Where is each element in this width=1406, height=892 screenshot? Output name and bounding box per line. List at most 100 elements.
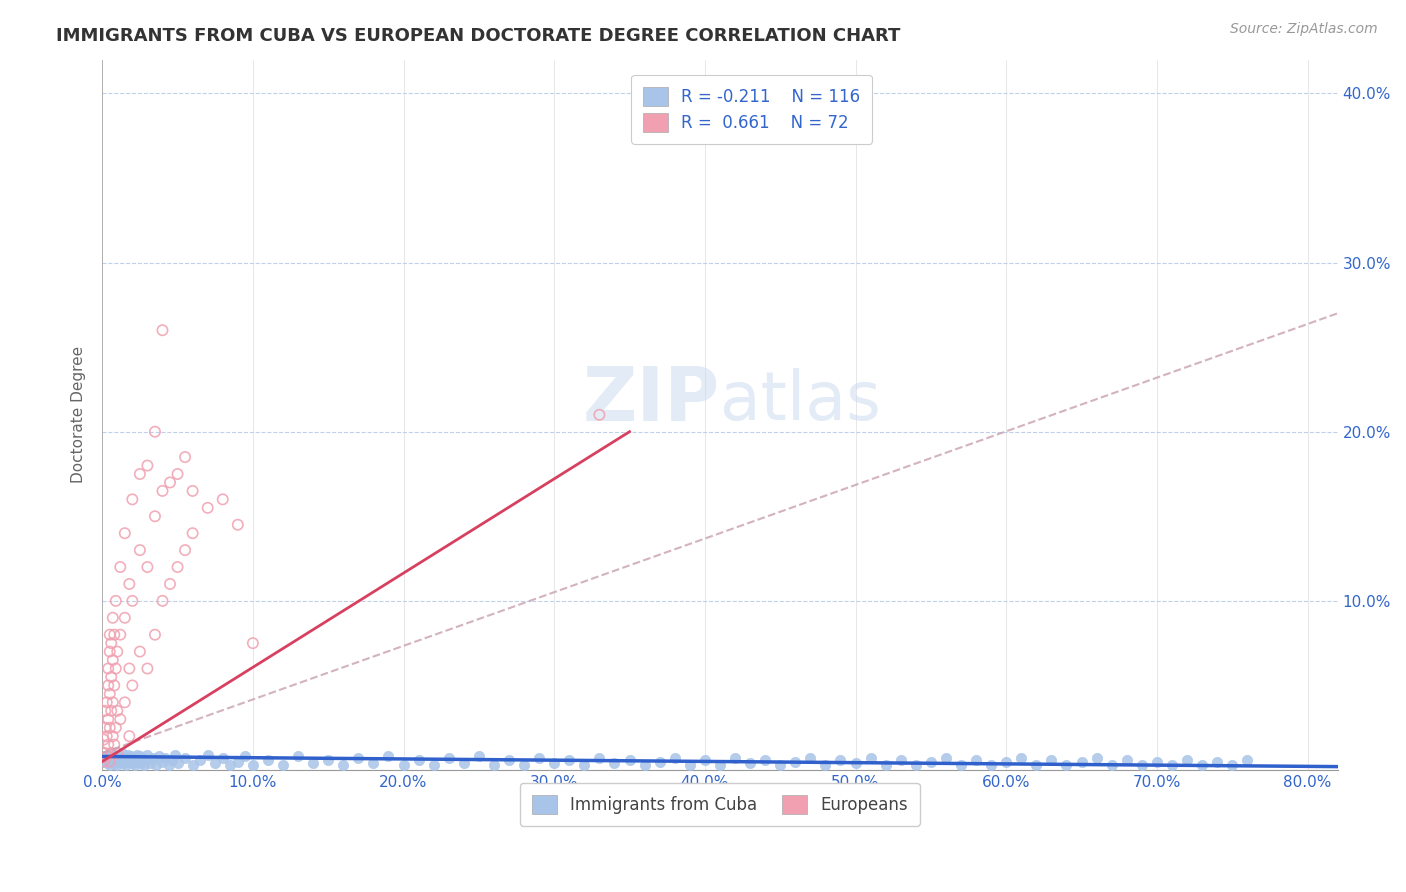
Point	[316, 753, 339, 767]
Point	[197, 747, 219, 762]
Point	[128, 644, 150, 658]
Point	[127, 755, 149, 769]
Point	[97, 751, 120, 765]
Point	[679, 758, 702, 772]
Point	[128, 467, 150, 481]
Point	[98, 644, 121, 658]
Point	[98, 721, 121, 735]
Point	[104, 661, 127, 675]
Point	[128, 749, 150, 764]
Point	[1236, 753, 1258, 767]
Point	[114, 695, 136, 709]
Point	[226, 755, 249, 769]
Point	[111, 746, 134, 760]
Point	[181, 758, 204, 772]
Point	[188, 753, 211, 767]
Text: atlas: atlas	[720, 368, 880, 434]
Text: IMMIGRANTS FROM CUBA VS EUROPEAN DOCTORATE DEGREE CORRELATION CHART: IMMIGRANTS FROM CUBA VS EUROPEAN DOCTORA…	[56, 27, 901, 45]
Point	[145, 758, 167, 772]
Point	[101, 747, 124, 762]
Point	[110, 628, 132, 642]
Point	[648, 755, 671, 769]
Point	[1025, 758, 1047, 772]
Point	[1220, 758, 1243, 772]
Point	[211, 492, 233, 507]
Point	[104, 594, 127, 608]
Point	[664, 751, 686, 765]
Point	[347, 751, 370, 765]
Point	[121, 756, 143, 771]
Point	[181, 526, 204, 541]
Point	[543, 756, 565, 771]
Point	[128, 543, 150, 558]
Point	[103, 738, 125, 752]
Point	[134, 758, 156, 772]
Point	[93, 755, 115, 769]
Point	[799, 751, 821, 765]
Point	[98, 746, 121, 760]
Point	[437, 751, 460, 765]
Point	[219, 758, 242, 772]
Point	[257, 753, 280, 767]
Point	[94, 746, 117, 760]
Point	[1146, 755, 1168, 769]
Point	[1175, 753, 1198, 767]
Point	[142, 751, 165, 765]
Point	[152, 323, 174, 337]
Point	[890, 753, 912, 767]
Point	[104, 751, 127, 765]
Point	[844, 756, 866, 771]
Point	[159, 577, 181, 591]
Point	[830, 753, 852, 767]
Point	[139, 756, 162, 771]
Point	[242, 758, 264, 772]
Point	[754, 753, 776, 767]
Point	[97, 738, 120, 752]
Point	[101, 653, 124, 667]
Point	[98, 758, 121, 772]
Point	[513, 758, 536, 772]
Point	[131, 756, 153, 771]
Legend: Immigrants from Cuba, Europeans: Immigrants from Cuba, Europeans	[520, 783, 920, 826]
Point	[482, 758, 505, 772]
Point	[1070, 755, 1092, 769]
Point	[103, 756, 125, 771]
Point	[152, 755, 174, 769]
Point	[603, 756, 626, 771]
Point	[408, 753, 430, 767]
Point	[118, 577, 141, 591]
Point	[498, 753, 520, 767]
Point	[724, 751, 747, 765]
Point	[392, 758, 415, 772]
Point	[1161, 758, 1184, 772]
Point	[332, 758, 354, 772]
Point	[181, 483, 204, 498]
Point	[143, 509, 166, 524]
Point	[96, 749, 118, 764]
Point	[875, 758, 897, 772]
Point	[121, 594, 143, 608]
Point	[124, 758, 146, 772]
Point	[110, 755, 132, 769]
Point	[920, 755, 942, 769]
Point	[105, 704, 128, 718]
Point	[152, 594, 174, 608]
Point	[574, 758, 596, 772]
Point	[93, 755, 115, 769]
Point	[100, 753, 122, 767]
Point	[94, 704, 117, 718]
Point	[98, 628, 121, 642]
Point	[1130, 758, 1153, 772]
Point	[148, 749, 170, 764]
Point	[96, 756, 118, 771]
Point	[118, 755, 141, 769]
Point	[112, 756, 135, 771]
Point	[211, 751, 233, 765]
Point	[242, 636, 264, 650]
Point	[93, 732, 115, 747]
Point	[97, 661, 120, 675]
Point	[110, 560, 132, 574]
Point	[859, 751, 882, 765]
Point	[995, 755, 1018, 769]
Point	[121, 678, 143, 692]
